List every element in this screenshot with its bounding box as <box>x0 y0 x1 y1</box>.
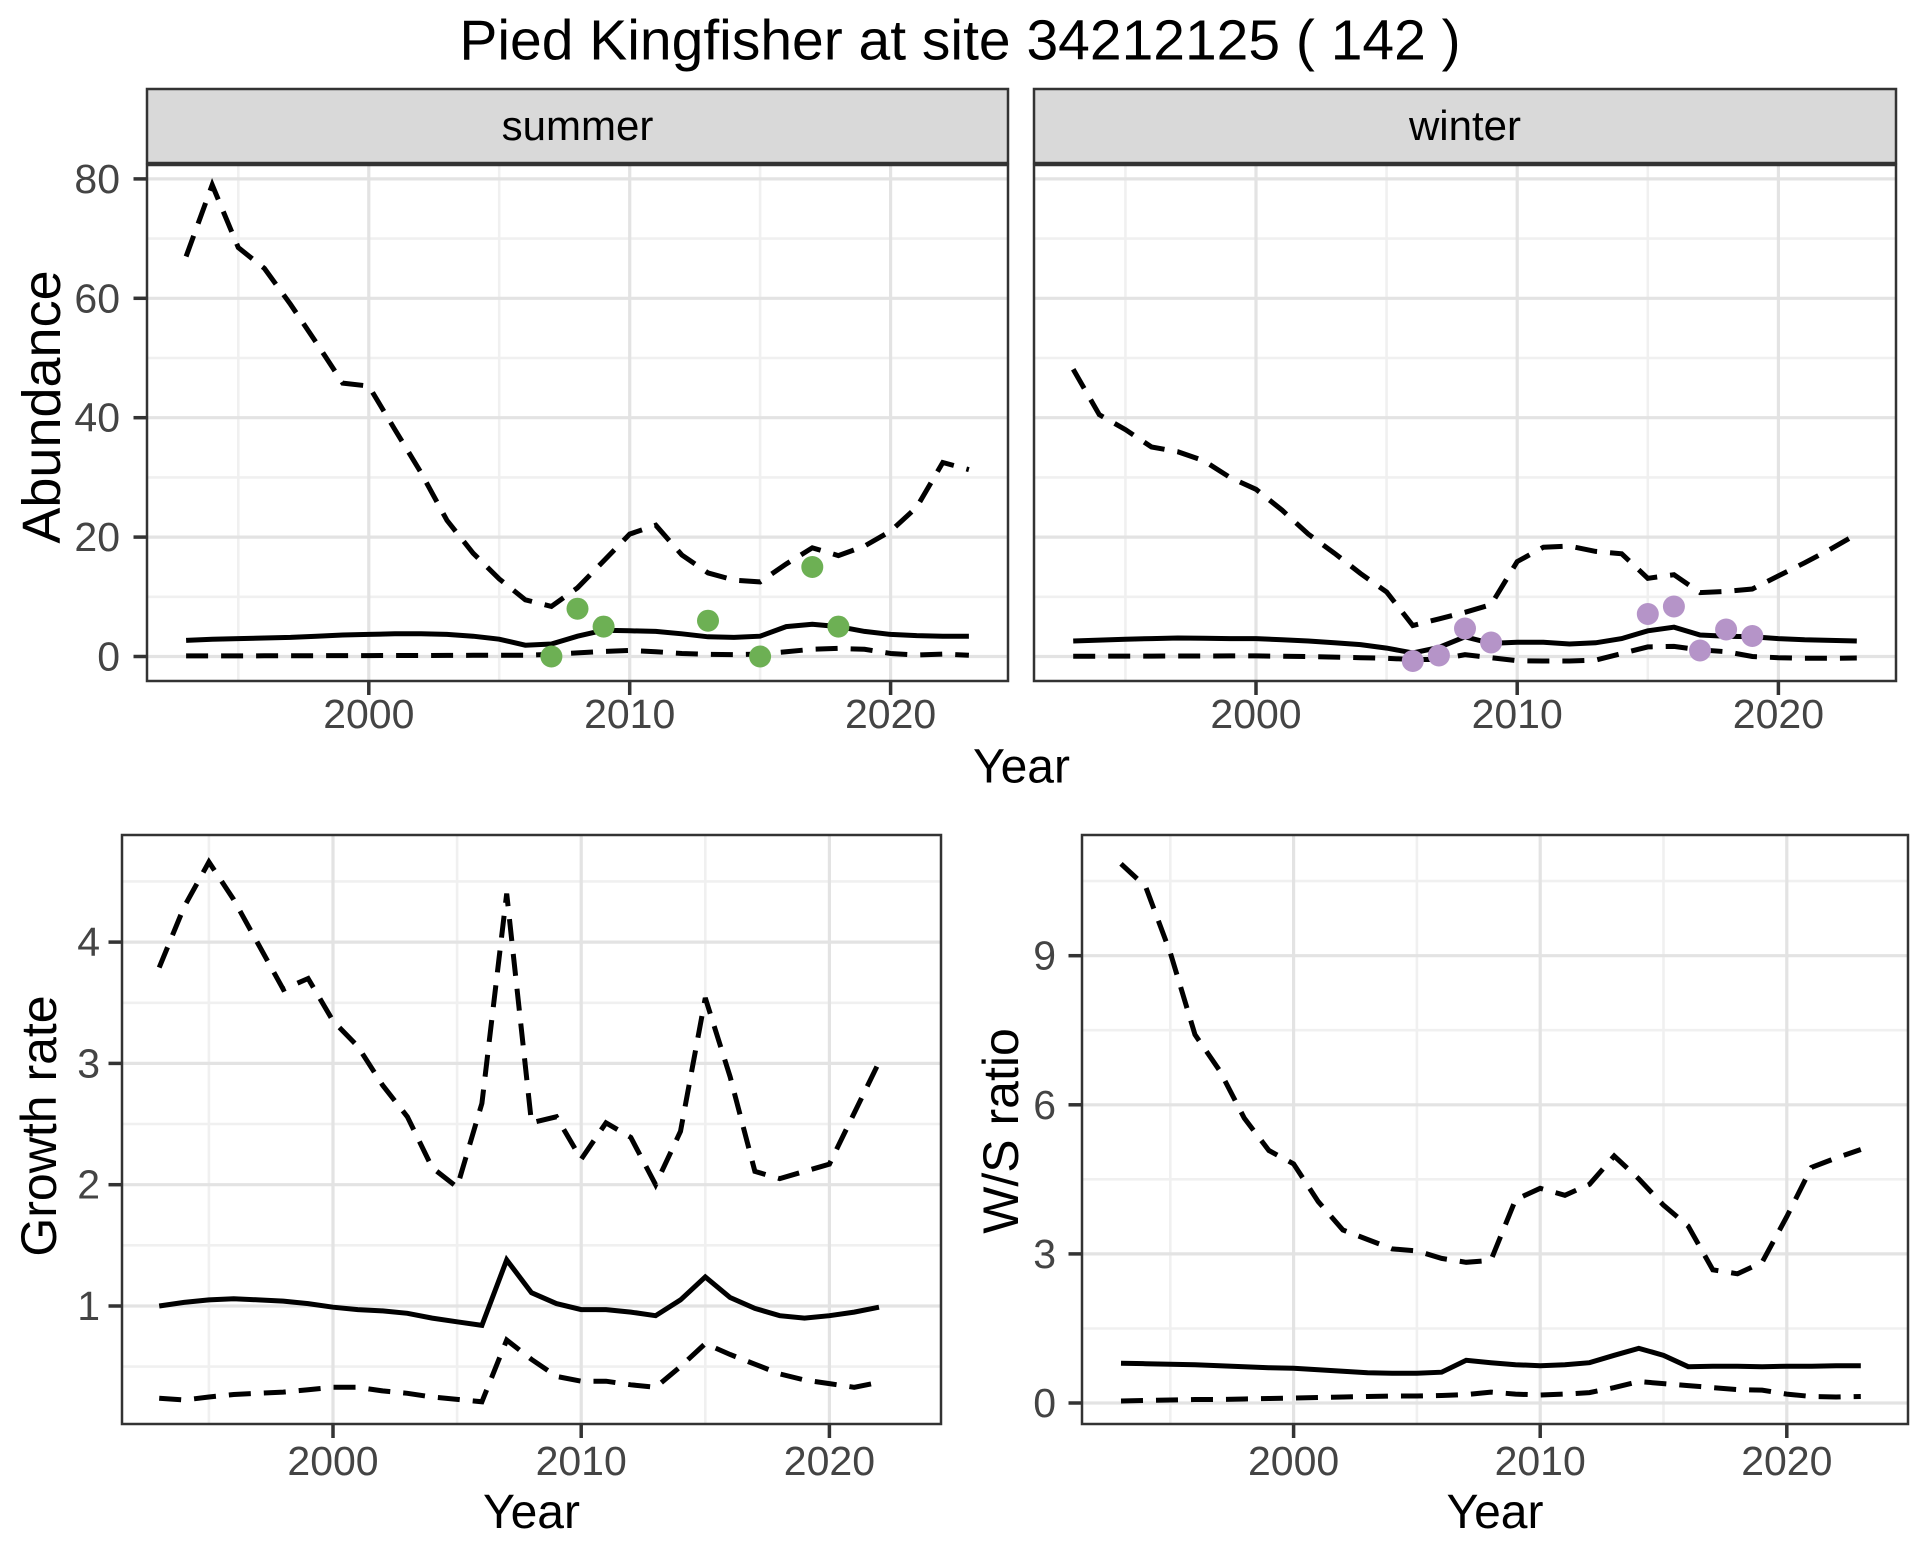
svg-text:4: 4 <box>77 919 100 965</box>
svg-text:0: 0 <box>97 634 120 680</box>
svg-text:1: 1 <box>77 1283 100 1329</box>
svg-text:2000: 2000 <box>323 691 414 737</box>
svg-text:W/S ratio: W/S ratio <box>973 1028 1029 1234</box>
svg-text:Growth rate: Growth rate <box>11 995 67 1256</box>
svg-text:2010: 2010 <box>1495 1438 1586 1484</box>
svg-text:2010: 2010 <box>536 1438 627 1484</box>
svg-text:3: 3 <box>77 1040 100 1086</box>
svg-text:60: 60 <box>74 275 120 321</box>
svg-text:9: 9 <box>1033 933 1056 979</box>
svg-text:Pied Kingfisher at site 342121: Pied Kingfisher at site 34212125 ( 142 ) <box>459 9 1460 73</box>
svg-text:0: 0 <box>1033 1380 1056 1426</box>
svg-text:20: 20 <box>74 514 120 560</box>
svg-text:2020: 2020 <box>1733 691 1824 737</box>
svg-text:summer: summer <box>502 102 654 149</box>
svg-text:2010: 2010 <box>1472 691 1563 737</box>
svg-text:2: 2 <box>77 1162 100 1208</box>
svg-text:2020: 2020 <box>845 691 936 737</box>
svg-text:80: 80 <box>74 156 120 202</box>
svg-text:Abundance: Abundance <box>12 270 72 543</box>
svg-text:2020: 2020 <box>1741 1438 1832 1484</box>
svg-text:2000: 2000 <box>287 1438 378 1484</box>
svg-text:3: 3 <box>1033 1231 1056 1277</box>
svg-text:40: 40 <box>74 395 120 441</box>
svg-text:2000: 2000 <box>1248 1438 1339 1484</box>
svg-text:winter: winter <box>1408 102 1521 149</box>
svg-text:6: 6 <box>1033 1082 1056 1128</box>
svg-text:Year: Year <box>973 740 1070 793</box>
svg-text:Year: Year <box>483 1486 580 1539</box>
svg-text:2000: 2000 <box>1210 691 1301 737</box>
svg-text:Year: Year <box>1447 1486 1544 1539</box>
svg-text:2010: 2010 <box>584 691 675 737</box>
svg-text:2020: 2020 <box>784 1438 875 1484</box>
